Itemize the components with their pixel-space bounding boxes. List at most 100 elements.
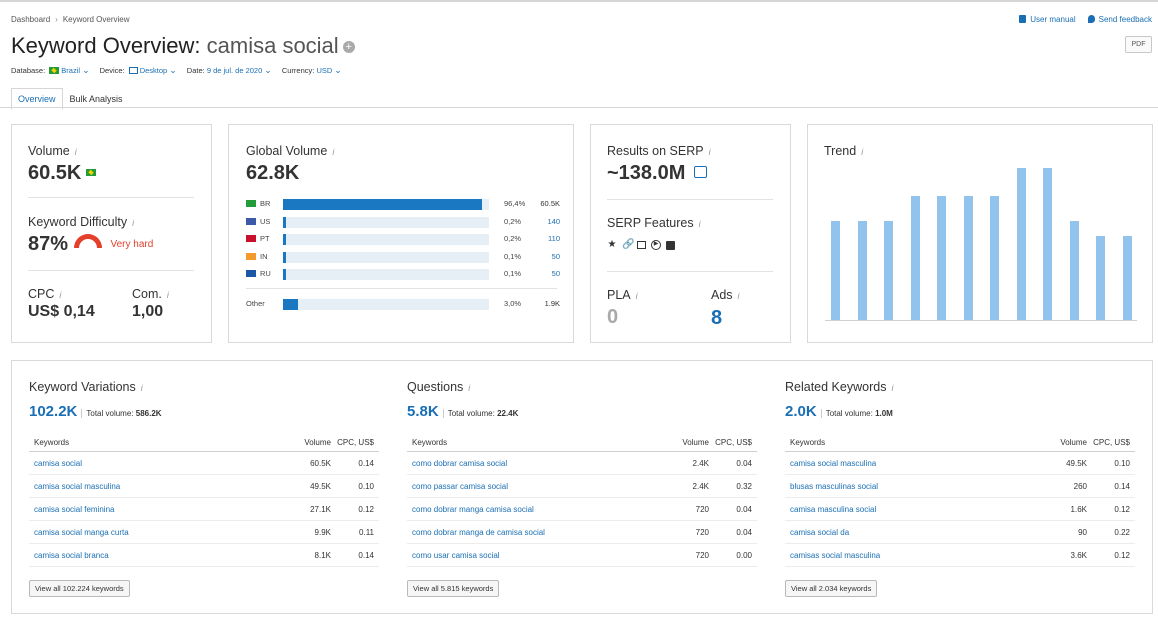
info-icon[interactable]: i xyxy=(332,147,335,157)
country-flag-icon xyxy=(246,200,256,207)
add-keyword-icon[interactable]: + xyxy=(342,41,355,53)
user-manual-link[interactable]: User manual xyxy=(1019,15,1076,24)
section-count[interactable]: 5.8K xyxy=(407,403,439,420)
tab-divider xyxy=(0,107,1158,108)
kd-label: Keyword Difficulty xyxy=(28,215,128,229)
country-bar xyxy=(283,199,489,210)
pdf-button[interactable]: PDF xyxy=(1125,36,1152,53)
keyword-link[interactable]: como dobrar camisa social xyxy=(412,459,508,468)
keyword-link[interactable]: como passar camisa social xyxy=(412,482,509,491)
trend-bar[interactable] xyxy=(884,220,894,320)
info-icon[interactable]: i xyxy=(698,219,701,229)
keyword-cpc: 0.10 xyxy=(1114,459,1130,468)
com-value: 1,00 xyxy=(132,303,164,320)
trend-bar[interactable] xyxy=(1069,220,1079,320)
tab-bar: Overview Bulk Analysis xyxy=(11,88,130,110)
global-volume-value: 62.8K xyxy=(246,162,300,184)
info-icon[interactable]: i xyxy=(166,290,169,300)
keyword-link[interactable]: como dobrar manga de camisa social xyxy=(412,528,545,537)
country-volume[interactable]: 50 xyxy=(551,269,560,278)
table-row: camisa social masculina 49.5K 0.10 xyxy=(785,452,1135,475)
keyword-link[interactable]: camisas social masculina xyxy=(790,551,881,560)
column-cpc[interactable]: CPC, US$ xyxy=(715,438,752,447)
country-percent: 0,2% xyxy=(504,234,522,243)
keyword-link[interactable]: como usar camisa social xyxy=(412,551,500,560)
ads-value[interactable]: 8 xyxy=(711,307,723,329)
info-icon[interactable]: i xyxy=(737,291,740,301)
database-filter[interactable]: Database: Brazil ⌄ xyxy=(11,65,90,76)
serp-snapshot-icon[interactable] xyxy=(693,166,707,178)
view-all-button[interactable]: View all 2.034 keywords xyxy=(785,580,878,597)
country-volume[interactable]: 140 xyxy=(547,216,560,226)
view-all-button[interactable]: View all 5.815 keywords xyxy=(407,580,500,597)
info-icon[interactable]: i xyxy=(708,147,711,157)
info-icon[interactable]: i xyxy=(635,291,638,301)
info-icon[interactable]: i xyxy=(74,147,77,157)
keyword-cpc: 0.04 xyxy=(736,528,752,537)
column-volume[interactable]: Volume xyxy=(682,438,709,447)
send-feedback-link[interactable]: Send feedback xyxy=(1087,15,1152,24)
star-icon[interactable]: ★ xyxy=(607,239,617,250)
country-volume[interactable]: 50 xyxy=(551,251,560,261)
table-row: como dobrar manga de camisa social 720 0.0… xyxy=(407,521,757,544)
country-bar xyxy=(283,269,489,280)
keyword-link[interactable]: camisa masculina social xyxy=(790,505,877,514)
tab-overview[interactable]: Overview xyxy=(11,88,63,110)
keyword-link[interactable]: camisa social xyxy=(34,459,83,468)
keyword-link[interactable]: camisa social branca xyxy=(34,551,109,560)
keyword-link[interactable]: como dobrar manga camisa social xyxy=(412,505,534,514)
view-all-button[interactable]: View all 102.224 keywords xyxy=(29,580,130,597)
keyword-link[interactable]: camisa social da xyxy=(790,528,850,537)
section-count[interactable]: 2.0K xyxy=(785,403,817,420)
section-count[interactable]: 102.2K xyxy=(29,403,78,420)
keyword-link[interactable]: camisa social masculina xyxy=(34,482,121,491)
trend-bar[interactable] xyxy=(937,196,947,320)
currency-filter[interactable]: Currency: USD ⌄ xyxy=(282,65,342,76)
column-volume[interactable]: Volume xyxy=(304,438,331,447)
country-code: PT xyxy=(260,234,270,243)
table-row: camisa social manga curta 9.9K 0.11 xyxy=(29,521,379,544)
trend-bar[interactable] xyxy=(910,196,920,320)
info-icon[interactable]: i xyxy=(140,383,143,393)
trend-bar[interactable] xyxy=(990,196,1000,320)
keyword-link[interactable]: camisa social manga curta xyxy=(34,528,129,537)
total-volume-label: Total volume: xyxy=(825,409,873,418)
news-icon[interactable] xyxy=(666,240,675,250)
trend-bar[interactable] xyxy=(1016,168,1026,320)
keyword-volume: 49.5K xyxy=(310,482,331,491)
section-title: Related Keywords xyxy=(785,380,887,394)
keyword-link[interactable]: camisa social feminina xyxy=(34,505,115,514)
country-volume[interactable]: 110 xyxy=(548,234,560,243)
column-cpc[interactable]: CPC, US$ xyxy=(337,438,374,447)
link-icon[interactable]: 🔗 xyxy=(622,239,635,250)
keyword-link[interactable]: camisa social masculina xyxy=(790,459,877,468)
serp-features-icons: ★ 🔗 ▶ xyxy=(607,240,675,250)
keyword-link[interactable]: blusas masculinas social xyxy=(790,482,879,491)
country-volume: 1.9K xyxy=(544,299,560,308)
column-volume[interactable]: Volume xyxy=(1060,438,1087,447)
table-header: Keywords Volume CPC, US$ xyxy=(785,433,1135,452)
trend-bar[interactable] xyxy=(1043,168,1053,320)
info-icon[interactable]: i xyxy=(891,383,894,393)
image-icon[interactable] xyxy=(637,241,646,249)
device-filter[interactable]: Device: Desktop ⌄ xyxy=(100,65,177,76)
info-icon[interactable]: i xyxy=(468,383,471,393)
info-icon[interactable]: i xyxy=(861,147,864,157)
date-filter[interactable]: Date: 9 de jul. de 2020 ⌄ xyxy=(187,65,272,76)
trend-bar[interactable] xyxy=(963,196,973,320)
table-row: como dobrar camisa social 2.4K 0.04 xyxy=(407,452,757,475)
country-bar-fill xyxy=(283,299,299,310)
trend-bar[interactable] xyxy=(1096,236,1106,320)
info-icon[interactable]: i xyxy=(132,218,135,228)
info-icon[interactable]: i xyxy=(59,290,62,300)
total-volume-value: 586.2K xyxy=(135,409,162,418)
breadcrumb-dashboard[interactable]: Dashboard xyxy=(11,15,51,24)
country-flag-icon xyxy=(246,235,256,242)
video-icon[interactable]: ▶ xyxy=(651,240,661,250)
trend-bar[interactable] xyxy=(831,220,840,320)
trend-bar[interactable] xyxy=(1123,236,1132,320)
tab-bulk-analysis[interactable]: Bulk Analysis xyxy=(69,94,123,104)
country-row-other: Other 3,0% 1.9K xyxy=(246,298,560,310)
trend-bar[interactable] xyxy=(857,220,867,320)
column-cpc[interactable]: CPC, US$ xyxy=(1093,438,1130,447)
